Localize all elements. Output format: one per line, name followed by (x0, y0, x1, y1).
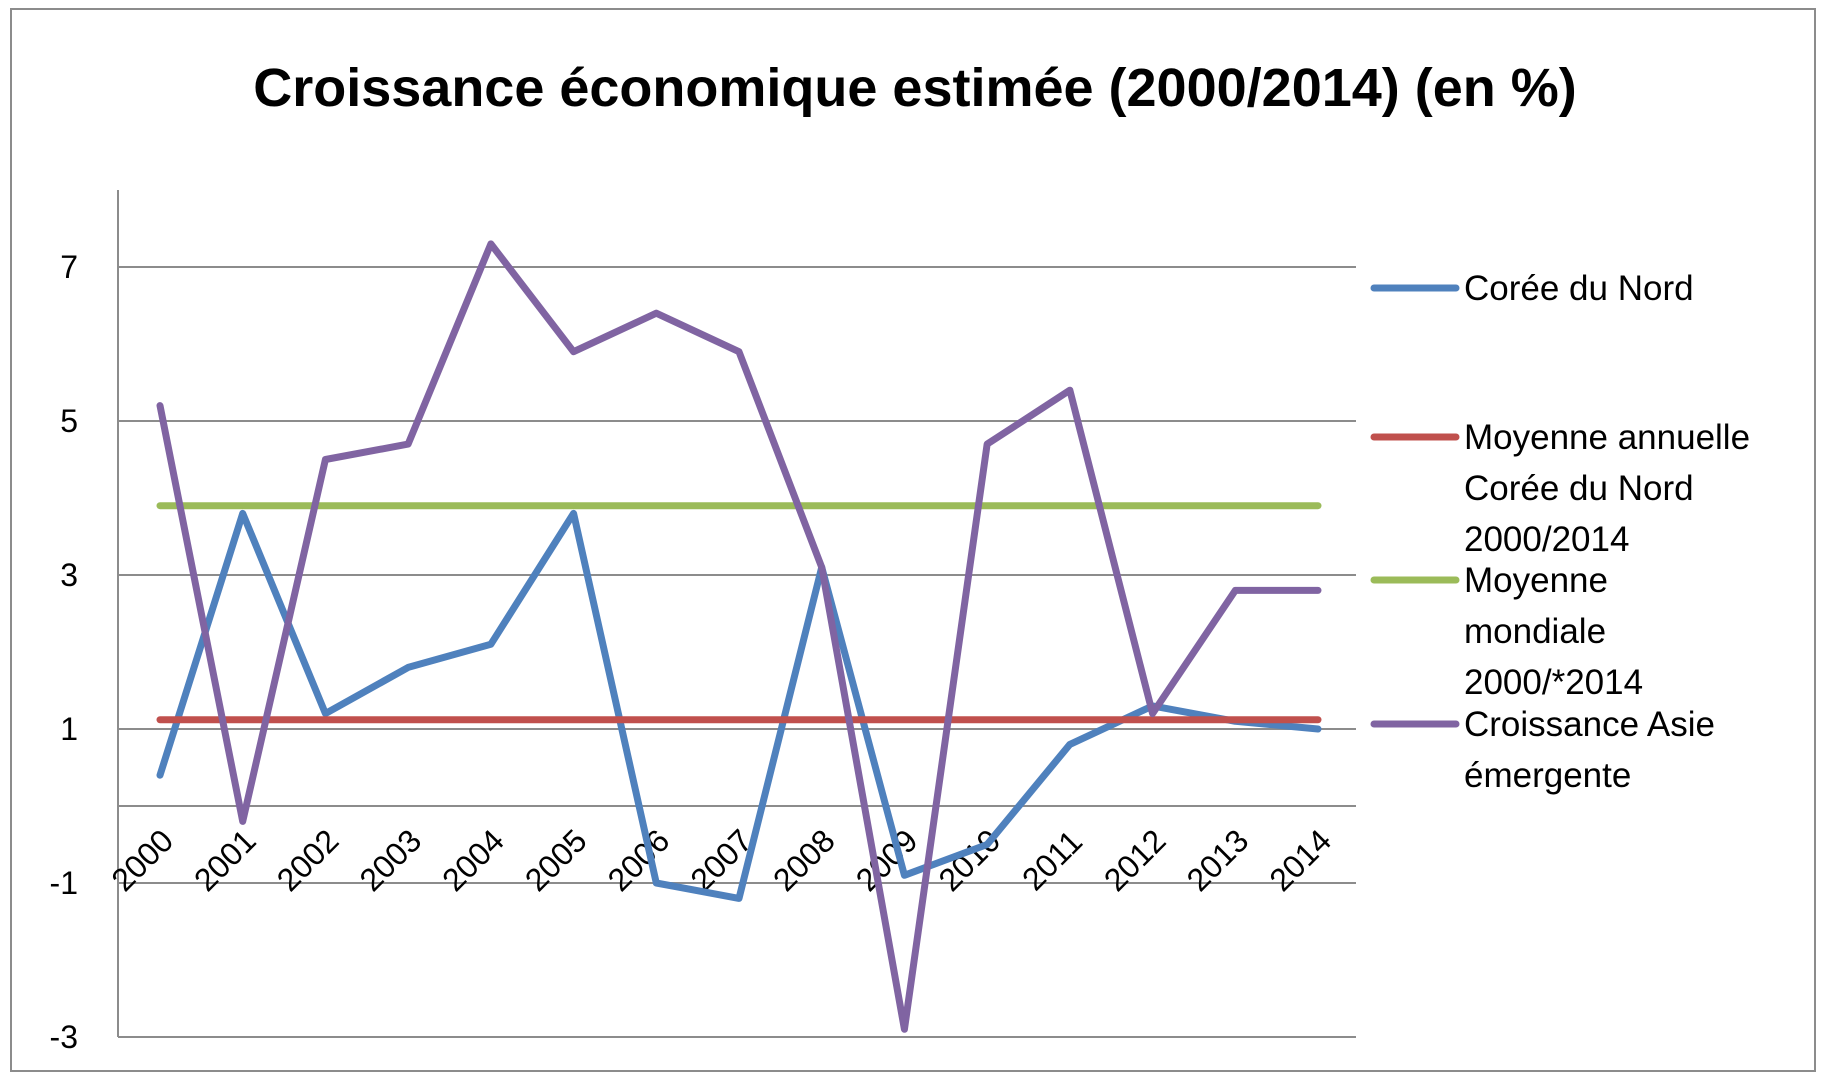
x-tick-label: 2008 (766, 822, 842, 898)
series-line (156, 240, 1322, 1033)
x-tick-label: 2014 (1262, 822, 1338, 898)
x-tick-label: 2004 (435, 822, 511, 898)
legend-label: 2000/*2014 (1464, 663, 1643, 702)
legend-label: 2000/2014 (1464, 520, 1629, 559)
chart-frame (10, 8, 1816, 1072)
x-tick-label: 2002 (270, 822, 346, 898)
x-tick-label: 2000 (104, 822, 180, 898)
x-tick-label: 2005 (518, 822, 594, 898)
x-tick-label: 2001 (187, 822, 263, 898)
x-tick-label: 2003 (352, 822, 428, 898)
chart-title: Croissance économique estimée (2000/2014… (253, 58, 1577, 118)
legend-label: émergente (1464, 756, 1631, 795)
y-tick-label: 1 (60, 711, 78, 747)
series-lines (156, 240, 1322, 1033)
legend-label: Moyenne (1464, 561, 1608, 600)
legend-label: Corée du Nord (1464, 469, 1694, 508)
x-tick-labels: 2000 2001 2002 2003 2004 2005 2006 2007 2008 2009… (104, 822, 1338, 898)
legend-label: Corée du Nord (1464, 269, 1694, 308)
y-tick-label: 3 (60, 557, 78, 593)
legend-label: Moyenne annuelle (1464, 418, 1750, 457)
y-tick-label: -3 (50, 1019, 78, 1055)
x-tick-label: 2013 (1180, 822, 1256, 898)
y-tick-label: -1 (50, 865, 78, 901)
y-tick-label: 5 (60, 403, 78, 439)
legend-label: mondiale (1464, 612, 1606, 651)
y-tick-labels: -3 -1 1 3 5 7 (50, 249, 78, 1055)
legend: Corée du Nord Moyenne annuelle Corée du No… (1370, 269, 1750, 795)
y-tick-label: 7 (60, 249, 78, 285)
x-tick-label: 2011 (1015, 823, 1089, 897)
gridlines (118, 266, 1356, 1038)
legend-label: Croissance Asie (1464, 705, 1715, 744)
x-tick-label: 2009 (849, 822, 925, 898)
x-tick-label: 2012 (1097, 822, 1173, 898)
